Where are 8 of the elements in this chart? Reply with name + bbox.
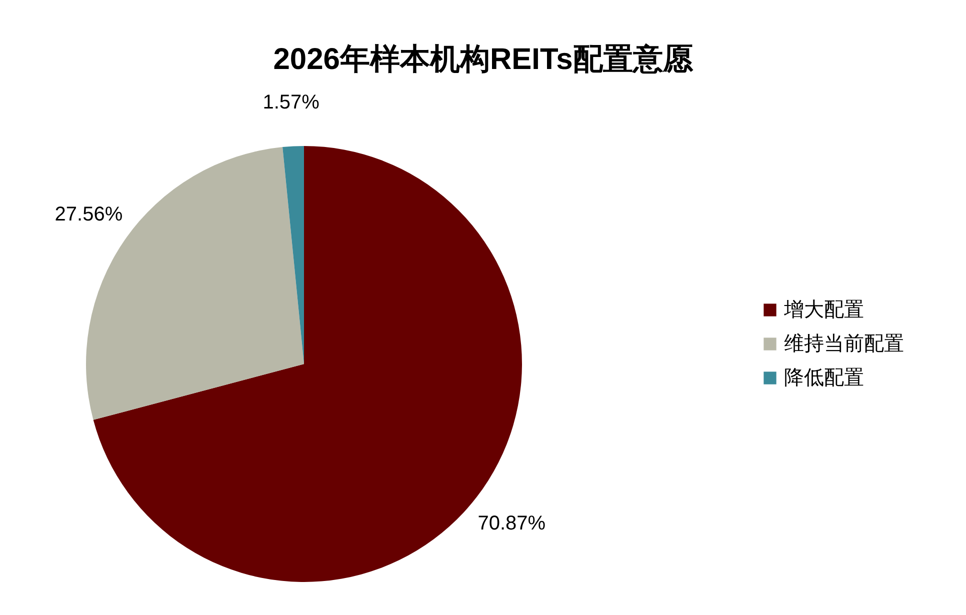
legend-label: 降低配置 xyxy=(784,367,864,389)
legend-label: 维持当前配置 xyxy=(784,333,904,355)
data-label: 27.56% xyxy=(54,204,123,226)
legend-label: 增大配置 xyxy=(783,299,864,321)
data-label: 70.87% xyxy=(478,512,546,535)
data-label: 1.57% xyxy=(262,91,320,114)
chart-title: 2026年样本机构REITs配置意愿 xyxy=(273,43,694,76)
pie-slice xyxy=(282,146,304,364)
